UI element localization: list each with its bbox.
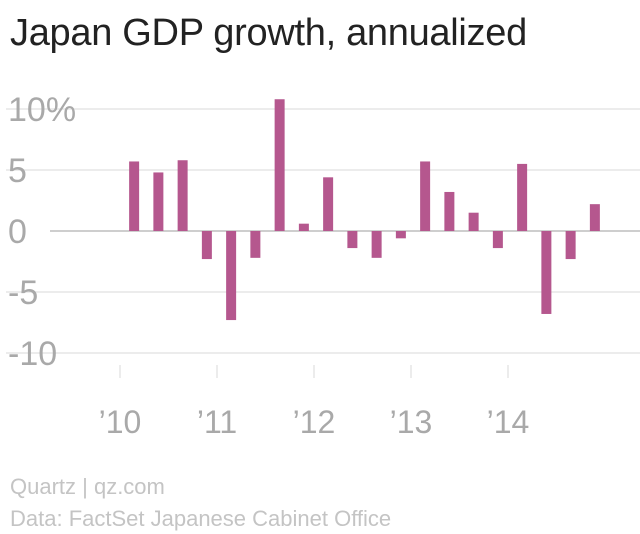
y-tick-label: -10	[8, 335, 57, 373]
bar	[201, 231, 212, 260]
bar	[129, 161, 140, 231]
bar	[565, 231, 576, 260]
bar	[420, 161, 431, 231]
data-credit: Data: FactSet Japanese Cabinet Office	[10, 506, 392, 531]
bar	[589, 204, 600, 231]
bar	[492, 231, 503, 249]
source-credit: Quartz | qz.com	[10, 474, 165, 499]
bars	[129, 99, 600, 321]
x-tick-label: ’14	[487, 404, 530, 440]
x-tick-label: ’12	[293, 404, 336, 440]
y-tick-label: 0	[8, 213, 27, 251]
y-tick-label: 5	[8, 152, 27, 190]
bar	[444, 191, 455, 231]
x-tick-label: ’10	[99, 404, 142, 440]
bar	[395, 231, 406, 239]
bar	[153, 172, 164, 231]
bar	[274, 99, 285, 232]
bar	[323, 177, 334, 231]
x-tick-label: ’11	[197, 404, 237, 440]
bar	[541, 231, 552, 314]
bar	[298, 223, 309, 231]
bar	[250, 231, 261, 258]
chart-title: Japan GDP growth, annualized	[10, 12, 527, 54]
bar	[371, 231, 382, 258]
grid-lines	[6, 108, 640, 354]
bar	[468, 212, 479, 231]
x-tick-label: ’13	[390, 404, 433, 440]
bar	[177, 160, 188, 231]
y-axis: 10% 5 0 -5 -10	[8, 91, 76, 373]
bar	[226, 231, 237, 321]
x-axis: ’10 ’11 ’12 ’13 ’14	[99, 365, 530, 440]
bar	[347, 231, 358, 249]
y-tick-label: -5	[8, 274, 38, 312]
bar	[517, 163, 528, 231]
y-tick-label: 10%	[8, 91, 76, 129]
